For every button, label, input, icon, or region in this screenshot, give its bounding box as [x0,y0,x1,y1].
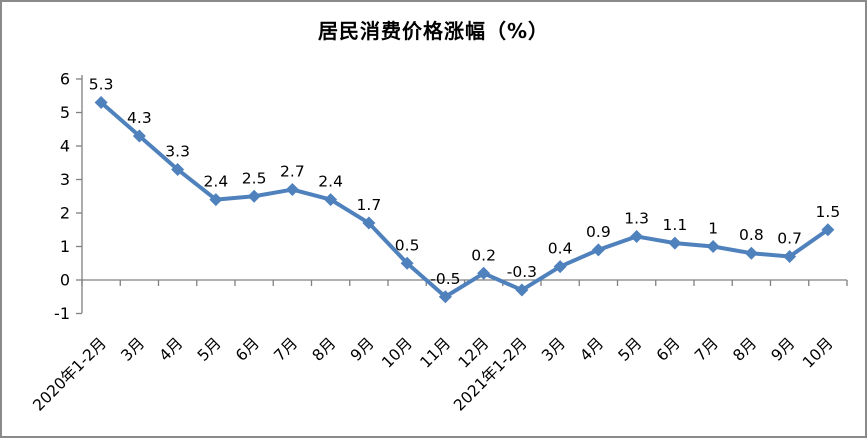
data-point-marker [668,236,682,250]
data-point-label: 1 [708,220,718,238]
data-point-label: 4.3 [127,109,152,127]
data-point-label: 1.7 [357,196,382,214]
x-axis-category-label: 3月 [538,334,569,365]
x-axis-category-label: 5月 [194,334,225,365]
data-point-marker [438,290,452,304]
data-point-label: 0.7 [777,230,802,248]
data-point-label: 2.7 [280,163,305,181]
data-point-label: 2.5 [242,169,267,187]
data-point-marker [783,250,797,264]
data-point-label: 1.3 [624,209,649,227]
data-point-label: 0.5 [395,236,420,254]
data-point-marker [706,240,720,253]
data-point-marker [553,260,567,274]
x-axis-category-label: 10月 [799,334,837,372]
y-axis-tick-label: 6 [60,70,70,89]
data-point-marker [515,283,529,297]
x-axis-category-label: 3月 [118,334,149,365]
data-point-label: 1.5 [816,203,841,221]
data-point-marker [744,246,758,260]
data-point-marker [477,266,491,280]
data-point-label: -0.5 [430,270,460,288]
data-point-marker [247,189,261,203]
x-axis-category-label: 9月 [768,334,799,365]
data-point-marker [132,129,146,143]
data-point-label: 0.8 [739,226,764,244]
data-point-label: 2.4 [204,173,229,191]
data-point-label: -0.3 [507,263,537,281]
x-axis-category-label: 11月 [417,334,455,372]
data-point-label: 5.3 [89,75,114,93]
data-point-marker [285,183,299,197]
data-point-marker [630,229,644,243]
x-axis-category-label: 4月 [156,334,187,365]
data-point-label: 0.9 [586,223,611,241]
x-axis-category-label: 8月 [730,334,761,365]
chart-title: 居民消费价格涨幅（%） [317,19,550,43]
data-point-label: 1.1 [663,216,688,234]
data-point-marker [209,193,223,207]
x-axis-category-label: 2020年1-2月 [30,334,110,414]
y-axis-tick-label: 0 [60,271,70,290]
data-point-marker [400,256,414,270]
x-axis-category-label: 6月 [232,334,263,365]
y-axis-tick-label: 1 [60,237,70,256]
data-point-marker [171,162,185,176]
x-axis-category-label: 8月 [309,334,340,365]
y-axis-tick-label: 5 [60,103,70,122]
data-point-marker [591,243,605,257]
y-axis-tick-label: -1 [54,304,70,323]
data-point-marker [324,193,338,207]
data-point-marker [821,223,835,237]
x-axis-category-label: 5月 [615,334,646,365]
data-point-label: 0.4 [548,240,573,258]
series-line [99,100,830,299]
x-axis-category-label: 9月 [347,334,378,365]
data-point-marker [362,216,376,230]
x-axis-category-label: 4月 [577,334,608,365]
data-point-label: 3.3 [165,142,190,160]
data-point-label: 0.2 [471,246,496,264]
y-axis-tick-label: 2 [60,204,70,223]
data-point-marker [94,95,108,109]
x-axis-category-label: 7月 [271,334,302,365]
y-axis-tick-label: 4 [60,137,70,156]
x-axis-category-label: 7月 [691,334,722,365]
y-axis-tick-label: 3 [60,170,70,189]
x-axis-category-label: 6月 [653,334,684,365]
x-axis-category-label: 10月 [378,334,416,372]
data-point-label: 2.4 [318,173,343,191]
